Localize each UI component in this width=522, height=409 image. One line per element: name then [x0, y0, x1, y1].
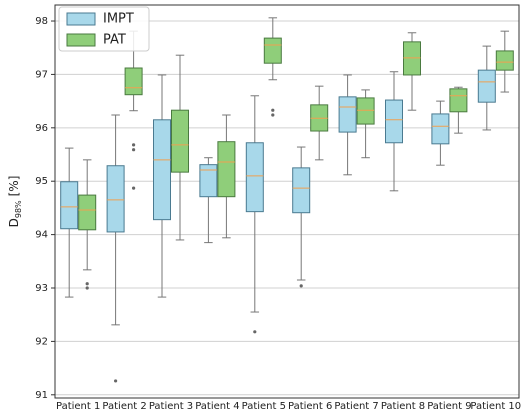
- box: [356, 97, 375, 125]
- box: [217, 141, 236, 198]
- legend-swatch: [66, 12, 96, 26]
- x-tick-label: Patient 6: [288, 401, 332, 409]
- legend-label: PAT: [103, 33, 126, 48]
- outlier: [253, 330, 257, 334]
- x-tick-label: Patient 8: [381, 401, 425, 409]
- y-label-part: 98%: [14, 200, 23, 218]
- y-tick-label: 92: [35, 336, 48, 347]
- x-tick-label: Patient 3: [149, 401, 193, 409]
- box: [199, 164, 218, 198]
- y-tick-label: 96: [35, 123, 48, 134]
- outlier: [132, 148, 136, 152]
- box: [153, 119, 171, 221]
- legend-label: IMPT: [103, 12, 134, 27]
- box: [124, 67, 143, 96]
- outlier: [85, 282, 89, 286]
- y-label-part: D: [7, 218, 21, 227]
- x-tick-label: Patient 5: [242, 401, 286, 409]
- x-tick-label: Patient 2: [102, 401, 146, 409]
- x-tick-label: Patient 7: [334, 401, 378, 409]
- box: [106, 165, 125, 233]
- box: [385, 99, 403, 144]
- box: [403, 41, 421, 76]
- box: [292, 167, 311, 214]
- box: [449, 88, 468, 113]
- box: [245, 142, 264, 213]
- y-label-part: [%]: [7, 176, 21, 197]
- outlier: [271, 113, 275, 117]
- box: [171, 109, 189, 173]
- outlier: [132, 186, 136, 190]
- plot-frame: [54, 4, 520, 399]
- outlier: [132, 143, 136, 147]
- y-tick-label: 93: [35, 283, 48, 294]
- legend-swatch: [66, 33, 96, 47]
- box: [60, 181, 79, 230]
- x-tick-label: Patient 1: [56, 401, 100, 409]
- outlier: [85, 286, 89, 290]
- y-tick-label: 95: [35, 176, 48, 187]
- y-tick-label: 98: [35, 16, 48, 27]
- box: [495, 50, 514, 71]
- box: [338, 96, 357, 133]
- outlier: [299, 284, 303, 288]
- box: [477, 69, 496, 103]
- x-tick-label: Patient 4: [195, 401, 239, 409]
- box: [431, 113, 450, 145]
- x-tick-label: Patient 9: [427, 401, 471, 409]
- y-axis-label: D98% [%]: [7, 176, 23, 228]
- y-tick-label: 94: [35, 230, 48, 241]
- x-tick-label: Patient 10: [470, 401, 521, 409]
- box: [78, 194, 97, 231]
- box: [263, 37, 282, 64]
- y-tick-label: 97: [35, 69, 48, 80]
- y-tick-label: 91: [35, 390, 48, 401]
- outlier: [271, 108, 275, 112]
- outlier: [114, 379, 118, 383]
